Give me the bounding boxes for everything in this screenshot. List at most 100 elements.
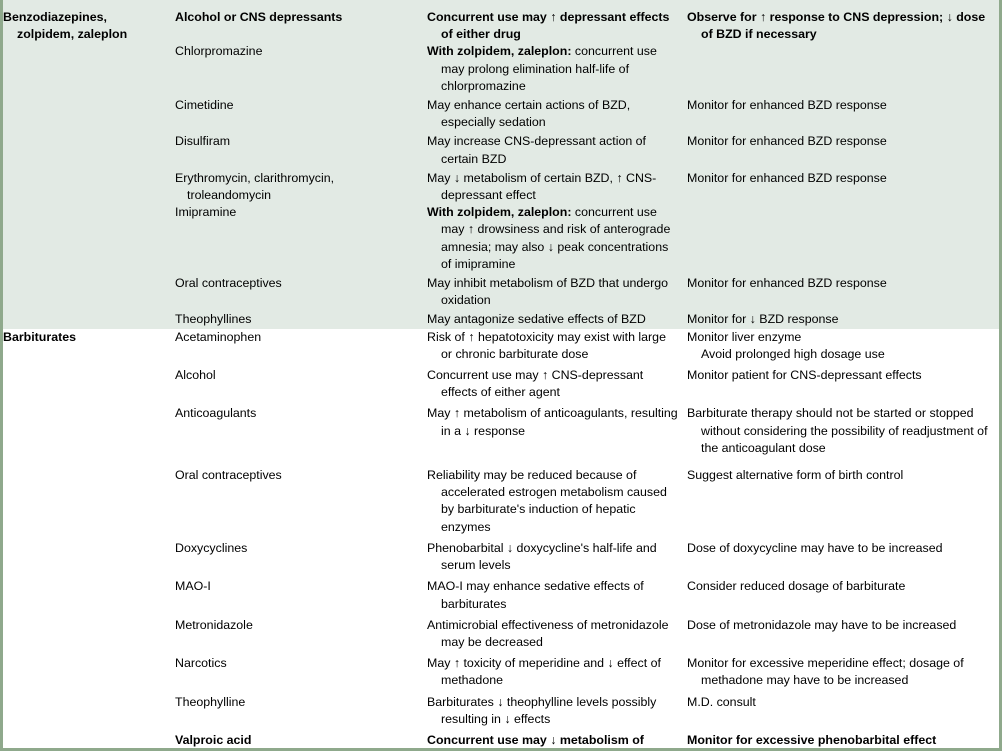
- cell-text: Oral contraceptives: [175, 276, 282, 291]
- cell-text: May increase CNS-depressant action of ce…: [427, 134, 647, 166]
- interacting-drug-cell: Alcohol or CNS depressants: [175, 0, 427, 43]
- effect-cell: Concurrent use may ↑ depressant effects …: [427, 0, 687, 43]
- shaded-section-background: [3, 0, 999, 329]
- interacting-drug-cell: Cimetidine: [175, 97, 427, 133]
- cell-text: Alcohol: [175, 368, 216, 383]
- nursing-implication-cell: [687, 43, 999, 97]
- drug-class-cell-benzodiazepines-section: Benzodiazepines, zolpidem, zaleplon: [3, 0, 175, 43]
- nursing-implication-cell: Monitor for enhanced BZD response: [687, 275, 999, 311]
- nursing-implication-cell: [687, 204, 999, 275]
- interacting-drug-cell: Alcohol: [175, 367, 427, 405]
- cell-text: Monitor for enhanced BZD response: [687, 276, 887, 291]
- cell-text: Reliability may be reduced because of ac…: [427, 468, 667, 534]
- cell-text: With zolpidem, zaleplon: concurrent use …: [427, 44, 657, 93]
- effect-cell: Concurrent use may ↑ CNS-depressant effe…: [427, 367, 687, 405]
- cell-text: Antimicrobial effectiveness of metronida…: [427, 617, 669, 649]
- effect-cell: May increase CNS-depressant action of ce…: [427, 133, 687, 169]
- interacting-drug-cell: Imipramine: [175, 204, 427, 275]
- cell-text: Monitor for enhanced BZD response: [687, 170, 887, 185]
- nursing-implication-cell: Monitor for excessive meperidine effect;…: [687, 655, 999, 693]
- interacting-drug-cell: MAO-I: [175, 578, 427, 616]
- effect-cell: With zolpidem, zaleplon: concurrent use …: [427, 43, 687, 97]
- cell-text: MAO-I may enhance sedative effects of ba…: [427, 579, 644, 611]
- effect-cell: MAO-I may enhance sedative effects of ba…: [427, 578, 687, 616]
- cell-text: Concurrent use may ↑ depressant effects …: [427, 10, 670, 42]
- drug-class-cell-empty: [3, 170, 175, 204]
- table-row: Chlorpromazine With zolpidem, zaleplon: c…: [3, 43, 999, 97]
- drug-class-cell-empty: [3, 467, 175, 540]
- cell-text: Theophylline: [175, 694, 246, 709]
- cell-text: Imipramine: [175, 205, 237, 220]
- nursing-implication-cell: Monitor for excessive phenobarbital effe…: [687, 732, 999, 748]
- drug-class-cell-empty: [3, 732, 175, 748]
- table-row: Alcohol Concurrent use may ↑ CNS-depressa…: [3, 367, 999, 405]
- effect-cell: With zolpidem, zaleplon: concurrent use …: [427, 204, 687, 275]
- drug-class-cell-empty: [3, 578, 175, 616]
- cell-text: Observe for ↑ response to CNS depression…: [687, 10, 986, 42]
- cell-text: Valproic acid: [175, 732, 252, 747]
- cell-text: Metronidazole: [175, 617, 253, 632]
- interacting-drug-cell: Metronidazole: [175, 617, 427, 655]
- cell-text: Concurrent use may ↓ metabolism of barbi…: [427, 732, 644, 747]
- cell-text: Risk of ↑ hepatotoxicity may exist with …: [427, 329, 666, 361]
- cell-text: Concurrent use may ↑ CNS-depressant effe…: [427, 368, 644, 400]
- table-row: Theophyllines May antagonize sedative eff…: [3, 311, 999, 328]
- interacting-drug-cell: Acetaminophen: [175, 329, 427, 367]
- cell-text: Theophyllines: [175, 312, 252, 327]
- drug-class-cell-empty: [3, 275, 175, 311]
- cell-text: Chlorpromazine: [175, 44, 263, 59]
- nursing-implication-cell: Monitor for enhanced BZD response: [687, 133, 999, 169]
- interacting-drug-cell: Doxycyclines: [175, 540, 427, 578]
- drug-class-cell-empty: [3, 204, 175, 275]
- cell-text: Barbiturates ↓ theophylline levels possi…: [427, 694, 657, 726]
- cell-text: Suggest alternative form of birth contro…: [687, 468, 904, 483]
- cell-text: May inhibit metabolism of BZD that under…: [427, 276, 669, 308]
- cell-text: May ↓ metabolism of certain BZD, ↑ CNS-d…: [427, 170, 657, 203]
- effect-lead-in: With zolpidem, zaleplon:: [427, 205, 572, 220]
- cell-text: Phenobarbital ↓ doxycycline's half-life …: [427, 540, 657, 573]
- table-row: Narcotics May ↑ toxicity of meperidine an…: [3, 655, 999, 693]
- nursing-implication-cell: Dose of doxycycline may have to be incre…: [687, 540, 999, 578]
- drug-class-label: Barbiturates: [3, 329, 76, 344]
- nursing-implication-cell: Monitor for ↓ BZD response: [687, 311, 999, 328]
- effect-cell: Barbiturates ↓ theophylline levels possi…: [427, 694, 687, 732]
- drug-class-cell-empty: [3, 694, 175, 732]
- cell-text: May ↑ toxicity of meperidine and ↓ effec…: [427, 656, 661, 688]
- nursing-implication-cell: Monitor for enhanced BZD response: [687, 97, 999, 133]
- table-row: Valproic acid Concurrent use may ↓ metabo…: [3, 732, 999, 748]
- table-body: Benzodiazepines, zolpidem, zaleplon Alcoh…: [3, 0, 999, 748]
- table-row: Oral contraceptives Reliability may be re…: [3, 467, 999, 540]
- cell-text: Alcohol or CNS depressants: [175, 10, 343, 24]
- effect-cell: Concurrent use may ↓ metabolism of barbi…: [427, 732, 687, 748]
- effect-cell: May ↑ toxicity of meperidine and ↓ effec…: [427, 655, 687, 693]
- cell-text: Oral contraceptives: [175, 468, 282, 483]
- effect-lead-in: With zolpidem, zaleplon:: [427, 44, 572, 59]
- cell-text: Cimetidine: [175, 98, 234, 113]
- nursing-implication-cell: Barbiturate therapy should not be starte…: [687, 405, 999, 467]
- effect-cell: Phenobarbital ↓ doxycycline's half-life …: [427, 540, 687, 578]
- cell-text: May enhance certain actions of BZD, espe…: [427, 98, 631, 130]
- cell-text: Consider reduced dosage of barbiturate: [687, 579, 906, 594]
- cell-text: Monitor for excessive meperidine effect;…: [687, 656, 964, 688]
- drug-class-cell-empty: [3, 133, 175, 169]
- table-row: Erythromycin, clarithromycin, troleandom…: [3, 170, 999, 204]
- cell-text: MAO-I: [175, 579, 211, 594]
- interacting-drug-cell: Anticoagulants: [175, 405, 427, 467]
- cell-text: May antagonize sedative effects of BZD: [427, 312, 646, 327]
- interacting-drug-cell: Erythromycin, clarithromycin, troleandom…: [175, 170, 427, 204]
- cell-text: Monitor for enhanced BZD response: [687, 134, 887, 149]
- cell-text: May ↑ metabolism of anticoagulants, resu…: [427, 406, 678, 438]
- effect-cell: May ↑ metabolism of anticoagulants, resu…: [427, 405, 687, 467]
- table-row: Cimetidine May enhance certain actions of…: [3, 97, 999, 133]
- effect-cell: Reliability may be reduced because of ac…: [427, 467, 687, 540]
- cell-text: Monitor for ↓ BZD response: [687, 312, 839, 327]
- drug-class-cell-empty: [3, 617, 175, 655]
- cell-text: Dose of doxycycline may have to be incre…: [687, 540, 943, 555]
- cell-text: Erythromycin, clarithromycin, troleandom…: [175, 170, 335, 203]
- table-row: Anticoagulants May ↑ metabolism of antico…: [3, 405, 999, 467]
- table-row: Doxycyclines Phenobarbital ↓ doxycycline'…: [3, 540, 999, 578]
- effect-cell: May antagonize sedative effects of BZD: [427, 311, 687, 328]
- nursing-implication-cell: Consider reduced dosage of barbiturate: [687, 578, 999, 616]
- nursing-implication-cell: Monitor for enhanced BZD response: [687, 170, 999, 204]
- drug-interaction-table: Benzodiazepines, zolpidem, zaleplon Alcoh…: [3, 0, 999, 748]
